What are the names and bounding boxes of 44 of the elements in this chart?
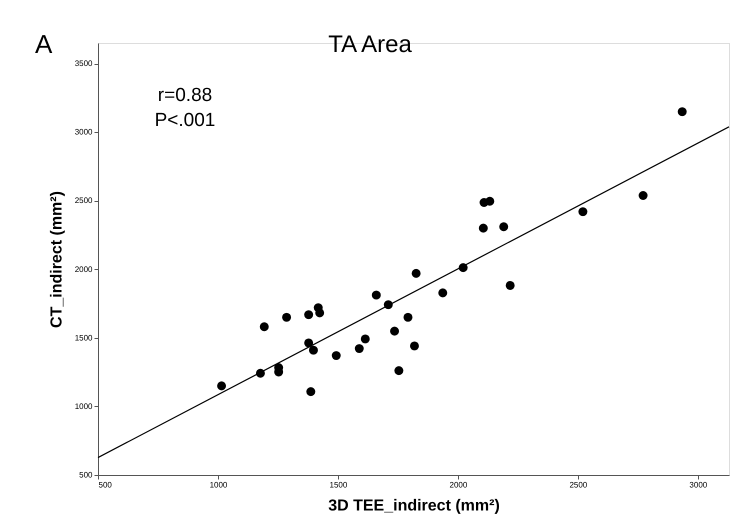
point [308, 346, 318, 355]
point [372, 290, 381, 300]
point [404, 312, 412, 322]
point [578, 207, 588, 216]
point [478, 224, 488, 233]
point [506, 281, 515, 290]
y-tick-label: 2500 [74, 196, 94, 206]
point [390, 326, 400, 336]
x-tick-label: 1000 [210, 480, 228, 490]
point [394, 366, 404, 376]
x-axis-title: 3D TEE_indirect (mm²) [328, 498, 500, 514]
point [412, 268, 421, 278]
x-tick-label: 2000 [449, 480, 468, 490]
point [315, 308, 324, 318]
point [354, 344, 364, 354]
annotation: P<.001 [154, 110, 216, 131]
y-axis-title: CT_indirect (mm²) [48, 191, 66, 328]
x-tick-label: 1500 [330, 480, 348, 490]
chart-title: TA Area [328, 31, 412, 58]
point [438, 288, 448, 298]
y-tick-label: 3500 [74, 59, 94, 68]
annotation: r=0.88 [158, 85, 212, 106]
y-tick-label: 1000 [74, 402, 94, 411]
y-tick-label: 500 [79, 470, 94, 480]
x-tick-label: 3000 [689, 480, 708, 490]
text: A [35, 29, 53, 59]
x-tick-label: 500 [98, 480, 112, 490]
y-tick-label: 3000 [74, 128, 94, 137]
point [410, 341, 419, 350]
point [282, 312, 292, 322]
y-tick-label: 1500 [74, 333, 94, 342]
point [485, 196, 494, 206]
y-tick-label: 2000 [74, 264, 94, 274]
point [332, 351, 341, 360]
point [304, 310, 314, 320]
point [638, 191, 648, 200]
x-tick-label: 2500 [569, 480, 588, 490]
point [306, 387, 316, 396]
point [499, 222, 508, 232]
point [260, 322, 269, 332]
point [678, 107, 687, 116]
point [217, 381, 226, 390]
point [360, 334, 370, 344]
point [304, 338, 314, 348]
